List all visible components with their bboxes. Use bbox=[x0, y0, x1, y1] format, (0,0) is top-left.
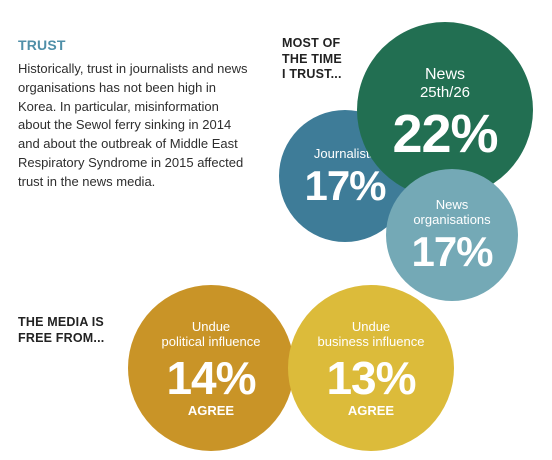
media-free-from-label-line1: THE MEDIA IS bbox=[18, 315, 104, 329]
political-influence-value: 14% bbox=[166, 351, 256, 404]
business-influence-value: 13% bbox=[326, 351, 416, 404]
business-influence-circle: Undue business influence 13% AGREE bbox=[288, 285, 454, 451]
business-influence-label-line1: Undue bbox=[351, 318, 391, 334]
news-organisations-value: 17% bbox=[411, 228, 493, 275]
journalists-value: 17% bbox=[304, 161, 386, 209]
political-influence-circle: Undue political influence 14% AGREE bbox=[128, 285, 294, 451]
trust-heading: TRUST bbox=[18, 37, 66, 53]
news-trust-circle: News 25th/26 22% bbox=[357, 22, 533, 198]
journalists-label: Journalists bbox=[313, 145, 377, 161]
news-rank: 25th/26 bbox=[419, 83, 471, 101]
news-organisations-label-line2: organisations bbox=[413, 212, 491, 227]
political-influence-agree: AGREE bbox=[187, 402, 235, 418]
media-free-from-label: THE MEDIA IS FREE FROM... bbox=[18, 315, 128, 346]
media-free-from-label-line2: FREE FROM... bbox=[18, 330, 105, 345]
political-influence-label-line2: political influence bbox=[161, 333, 261, 349]
news-organisations-label-line1: News bbox=[435, 197, 469, 212]
news-organisations-trust-circle: News organisations 17% bbox=[386, 169, 518, 301]
news-label: News bbox=[424, 65, 465, 83]
business-influence-label-line2: business influence bbox=[317, 333, 425, 349]
most-of-the-time-label-line2: THE TIME bbox=[282, 51, 342, 66]
news-value: 22% bbox=[392, 103, 498, 164]
most-of-the-time-label-line1: MOST OF bbox=[282, 36, 341, 50]
most-of-the-time-label-line3: I TRUST... bbox=[282, 67, 342, 81]
political-influence-label-line1: Undue bbox=[191, 318, 231, 334]
most-of-the-time-label: MOST OF THE TIME I TRUST... bbox=[282, 36, 374, 83]
business-influence-agree: AGREE bbox=[347, 402, 395, 418]
trust-description: Historically, trust in journalists and n… bbox=[18, 61, 248, 189]
